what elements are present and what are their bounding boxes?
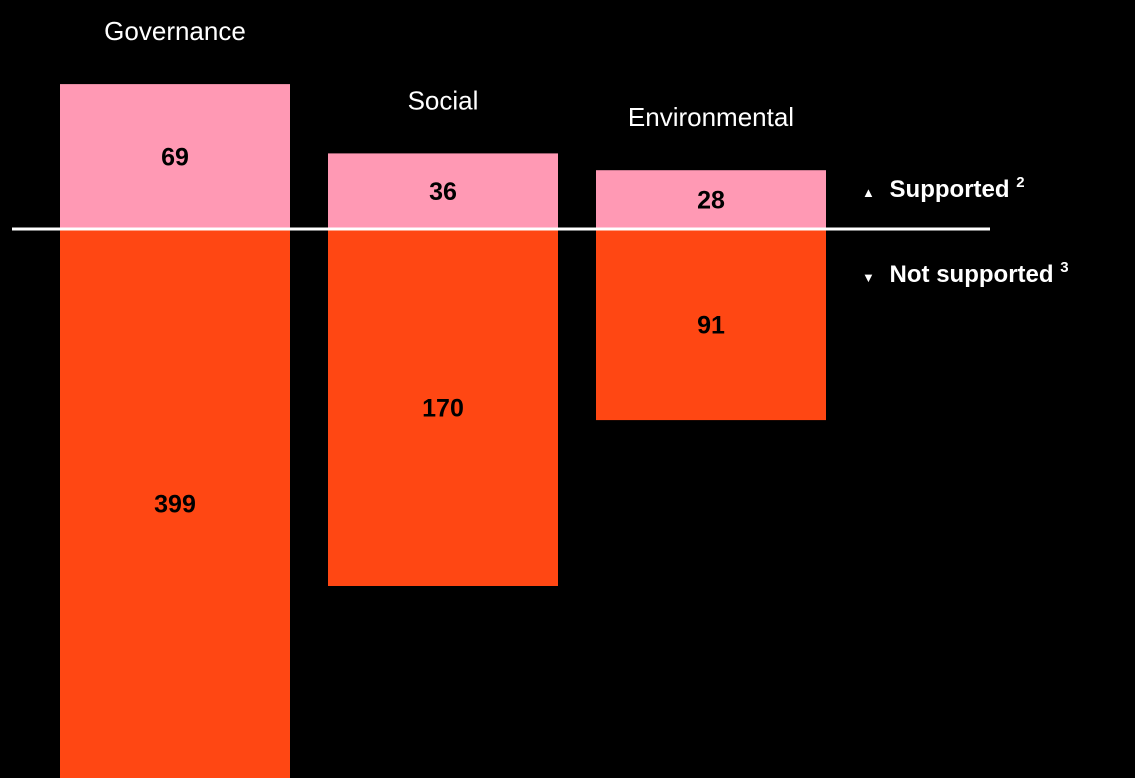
legend-not-supported-label: Not supported [890,261,1054,288]
labels-group: 69 399 Governance 36 170 Social 28 91 Environmen… [104,16,794,518]
legend-supported: ▲ Supported 2 [862,174,1025,203]
bar-not-supported-social [328,229,558,586]
bar-not-supported-governance [60,229,290,778]
legend-not-supported: ▼ Not supported 3 [862,259,1069,288]
legend-not-supported-sup: 3 [1060,259,1068,276]
bar-supported-governance [60,84,290,229]
value-label-supported-environmental: 28 [697,187,725,215]
bar-not-supported-environmental [596,229,826,421]
value-label-not-supported-governance: 399 [154,491,196,519]
legend-supported-sup: 2 [1016,174,1024,191]
value-label-supported-social: 36 [429,178,457,206]
category-label-environmental: Environmental [628,102,794,132]
value-label-not-supported-social: 170 [422,395,464,423]
legend: ▲ Supported 2 ▼ Not supported 3 [862,174,1069,288]
bar-supported-environmental [596,170,826,229]
legend-supported-marker: ▲ [862,185,875,200]
legend-not-supported-marker: ▼ [862,270,875,285]
value-label-supported-governance: 69 [161,144,189,172]
legend-supported-label: Supported [890,176,1010,203]
bars-group [60,84,826,778]
value-label-not-supported-environmental: 91 [697,312,725,340]
category-label-governance: Governance [104,16,246,46]
category-label-social: Social [408,85,479,115]
bar-supported-social [328,153,558,229]
